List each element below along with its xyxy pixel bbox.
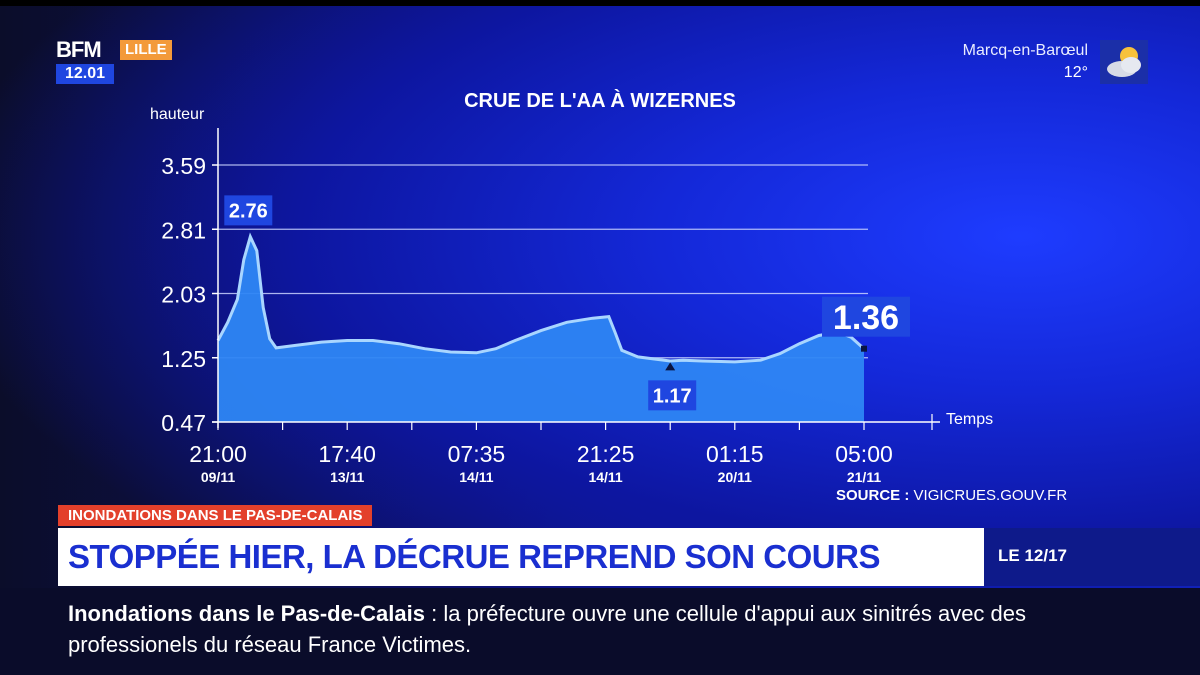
x-tick-date: 14/11	[588, 469, 622, 485]
chart-title: CRUE DE L'AA À WIZERNES	[464, 90, 736, 112]
marker	[861, 345, 867, 352]
callout-label: 2.76	[229, 201, 268, 223]
callout: 1.17	[648, 362, 697, 411]
y-tick-label: 3.59	[161, 153, 206, 179]
ticker-body: la préfecture ouvre une cellule d'appui …	[68, 601, 1027, 657]
callout-label: 1.36	[833, 299, 899, 337]
headline-banner: STOPPÉE HIER, LA DÉCRUE REPREND SON COUR…	[58, 528, 984, 586]
series-line	[216, 232, 865, 364]
channel-brand: BFM	[56, 37, 102, 62]
show-name: LE 12/17	[998, 546, 1067, 565]
y-axis-label: hauteur	[150, 106, 205, 123]
ticker-topic: Inondations dans le Pas-de-Calais	[68, 601, 425, 626]
x-tick-date: 09/11	[201, 469, 235, 485]
x-tick-date: 13/11	[330, 469, 364, 485]
x-tick-time: 17:40	[318, 441, 376, 467]
top-bar	[0, 0, 1200, 6]
x-tick-date: 20/11	[718, 469, 752, 485]
y-tick-label: 1.25	[161, 346, 206, 372]
callout-label: 1.17	[653, 386, 692, 408]
callout: 1.36	[822, 296, 910, 352]
x-tick-time: 05:00	[835, 441, 893, 467]
news-kicker: INONDATIONS DANS LE PAS-DE-CALAIS	[58, 505, 373, 526]
weather-temperature: 12°	[1063, 64, 1088, 81]
y-tick-label: 2.81	[161, 217, 206, 243]
chart-ticks: 0.47 1.25 2.03 2.81 3.59 21:00 09/11 17:40 13/11…	[161, 153, 893, 485]
show-tag: LE 12/17	[984, 528, 1200, 586]
weather-city: Marcq-en-Barœul	[962, 42, 1088, 59]
y-tick-label: 2.03	[161, 282, 206, 308]
ticker-text: Inondations dans le Pas-de-Calais : la p…	[68, 598, 1128, 660]
source-value: VIGICRUES.GOUV.FR	[913, 487, 1068, 504]
source-label: SOURCE :	[836, 487, 910, 504]
chart-callouts: 2.76 1.17 1.36	[224, 195, 910, 411]
x-tick-time: 21:25	[577, 441, 635, 467]
chart-axes	[212, 128, 940, 430]
x-tick-time: 01:15	[706, 441, 764, 467]
headline: STOPPÉE HIER, LA DÉCRUE REPREND SON COUR…	[68, 538, 880, 575]
channel-city: LILLE	[120, 40, 172, 60]
series-area	[218, 236, 864, 422]
x-tick-time: 07:35	[448, 441, 506, 467]
weather-widget: Marcq-en-Barœul 12°	[938, 40, 1148, 86]
ticker-separator: :	[431, 601, 438, 626]
news-ticker: Inondations dans le Pas-de-Calais : la p…	[0, 588, 1200, 675]
callout-box	[648, 380, 697, 411]
source-credit: SOURCE : VIGICRUES.GOUV.FR	[836, 487, 1067, 504]
x-axis-label: Temps	[946, 411, 993, 428]
x-tick-date: 14/11	[459, 469, 493, 485]
cloud-sun-icon	[1100, 40, 1148, 84]
marker	[665, 362, 676, 371]
callout-box	[822, 296, 910, 337]
y-tick-label: 0.47	[161, 410, 206, 436]
callout-box	[224, 195, 273, 226]
x-tick-time: 21:00	[189, 441, 247, 467]
x-tick-date: 21/11	[847, 469, 881, 485]
clock: 12.01	[56, 64, 114, 84]
callout: 2.76	[224, 195, 273, 226]
